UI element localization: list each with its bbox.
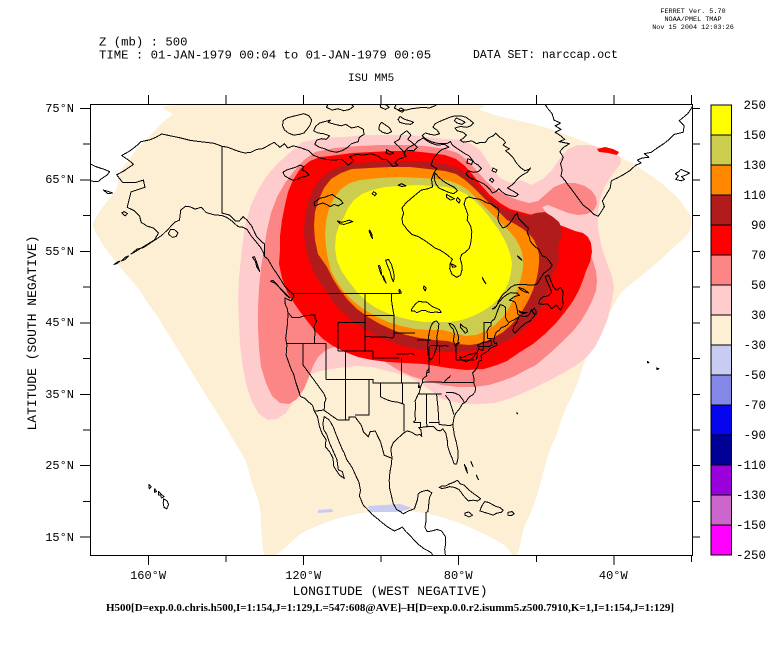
svg-text:160°W: 160°W xyxy=(130,569,167,583)
svg-text:80°W: 80°W xyxy=(444,569,474,583)
svg-text:-110: -110 xyxy=(736,459,766,473)
svg-text:40°W: 40°W xyxy=(599,569,629,583)
svg-text:15°N: 15°N xyxy=(45,531,74,545)
svg-text:250: 250 xyxy=(743,99,766,113)
svg-text:70: 70 xyxy=(751,249,766,263)
svg-text:FERRET Ver. 5.70: FERRET Ver. 5.70 xyxy=(660,8,725,16)
svg-text:DATA SET: narccap.oct: DATA SET: narccap.oct xyxy=(473,49,618,62)
svg-text:-150: -150 xyxy=(736,519,766,533)
svg-text:LATITUDE (SOUTH NEGATIVE): LATITUDE (SOUTH NEGATIVE) xyxy=(25,235,40,430)
svg-text:90: 90 xyxy=(751,219,766,233)
svg-text:H500[D=exp.0.0.chris.h500,I=1:: H500[D=exp.0.0.chris.h500,I=1:154,J=1:12… xyxy=(106,602,674,614)
svg-text:Z (mb) : 500: Z (mb) : 500 xyxy=(99,36,188,50)
svg-text:ISU MM5: ISU MM5 xyxy=(348,73,394,85)
svg-text:-250: -250 xyxy=(736,549,766,563)
svg-text:75°N: 75°N xyxy=(45,102,74,116)
svg-text:150: 150 xyxy=(743,129,766,143)
svg-text:-130: -130 xyxy=(736,489,766,503)
svg-text:-90: -90 xyxy=(743,429,766,443)
svg-text:55°N: 55°N xyxy=(45,245,74,259)
svg-text:45°N: 45°N xyxy=(45,316,74,330)
svg-text:35°N: 35°N xyxy=(45,388,74,402)
svg-text:TIME : 01-JAN-1979 00:04 to 01: TIME : 01-JAN-1979 00:04 to 01-JAN-1979 … xyxy=(99,49,431,63)
svg-text:25°N: 25°N xyxy=(45,459,74,473)
svg-text:-30: -30 xyxy=(743,339,766,353)
svg-text:50: 50 xyxy=(751,279,766,293)
svg-text:30: 30 xyxy=(751,309,766,323)
svg-text:-50: -50 xyxy=(743,369,766,383)
svg-text:110: 110 xyxy=(743,189,766,203)
svg-text:130: 130 xyxy=(743,159,766,173)
svg-text:Nov 15 2004 12:03:26: Nov 15 2004 12:03:26 xyxy=(652,24,734,32)
svg-text:120°W: 120°W xyxy=(285,569,322,583)
svg-text:65°N: 65°N xyxy=(45,173,74,187)
svg-text:-70: -70 xyxy=(743,399,766,413)
svg-text:NOAA/PMEL TMAP: NOAA/PMEL TMAP xyxy=(664,16,721,24)
svg-text:LONGITUDE (WEST NEGATIVE): LONGITUDE (WEST NEGATIVE) xyxy=(292,584,487,599)
